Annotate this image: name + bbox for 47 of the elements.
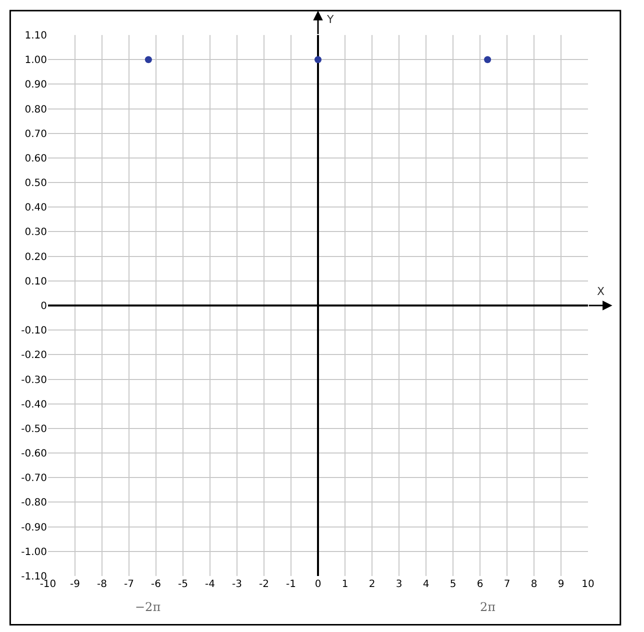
x-tick-label: 9	[558, 579, 564, 590]
x-tick-label: 3	[396, 579, 402, 590]
x-tick-label: 5	[450, 579, 456, 590]
y-tick-label: 0.60	[24, 153, 47, 164]
x-tick-label: -9	[70, 579, 80, 590]
y-tick-label: -0.60	[21, 448, 47, 460]
x-tick-label: -3	[232, 579, 242, 590]
y-tick-label: -0.40	[21, 399, 47, 410]
x-tick-label: -8	[97, 579, 107, 590]
x-tick-label: 6	[476, 579, 484, 590]
y-tick-label: 1.10	[24, 30, 47, 42]
x-tick-label: 10	[582, 579, 594, 590]
x-tick-label: -6	[151, 579, 161, 590]
y-tick-label: -0.50	[21, 424, 47, 435]
y-tick-label: 0.10	[24, 276, 47, 288]
y-tick-label: 0.50	[24, 178, 47, 190]
x-tick-label: 4	[422, 579, 430, 590]
y-tick-label: 0.80	[24, 104, 47, 116]
text: 2π	[480, 600, 496, 614]
y-axis-title: Y	[326, 13, 334, 26]
y-tick-label: 0.40	[24, 202, 47, 214]
y-tick-label: 0.70	[24, 128, 47, 140]
y-tick-label: 0.20	[24, 252, 47, 263]
y-tick-label: -0.80	[21, 498, 47, 509]
y-tick-label: -0.10	[21, 326, 47, 337]
x-tick-label: -4	[205, 579, 215, 590]
x-tick-label: -1	[286, 579, 296, 590]
x-tick-label: -2	[259, 579, 269, 590]
y-tick-label: -0.30	[21, 374, 47, 386]
x-tick-label: 7	[504, 579, 510, 590]
x-tick-label: -5	[178, 579, 188, 590]
y-tick-label: 0	[40, 301, 47, 312]
text: −2π	[135, 600, 161, 614]
x-tick-label: 1	[342, 579, 348, 590]
y-tick-label: -1.00	[21, 546, 47, 558]
y-tick-label: -0.20	[21, 350, 47, 362]
y-tick-label: 0.30	[24, 227, 47, 238]
x-tick-label: 0	[314, 579, 322, 590]
y-tick-label: -0.90	[21, 522, 47, 534]
y-tick-label: -0.70	[21, 473, 47, 484]
x-tick-label: -7	[124, 579, 134, 590]
x-tick-label: 2	[368, 579, 376, 590]
y-tick-label: 0.90	[24, 80, 47, 91]
y-tick-label: 1.00	[24, 55, 47, 66]
x-axis-title: X	[597, 285, 605, 298]
x-tick-label: 8	[530, 579, 538, 590]
x-tick-label: -10	[40, 579, 56, 590]
